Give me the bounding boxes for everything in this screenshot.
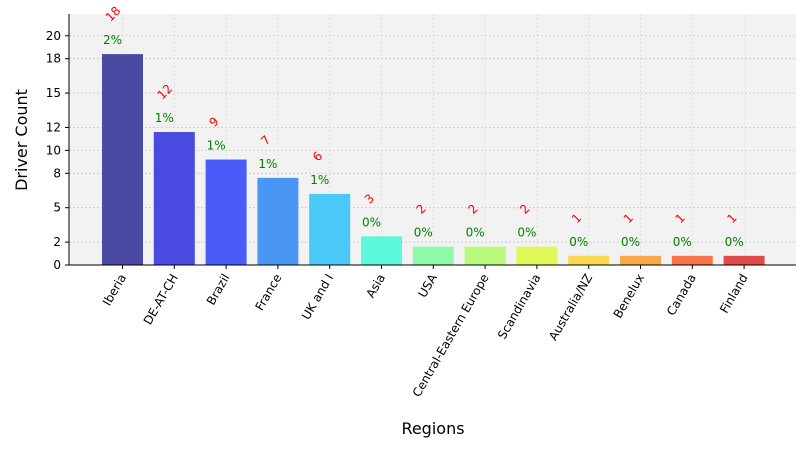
bar <box>102 54 143 266</box>
x-ticks: Iberia DE-AT-CH Brazil France UK and I Asia US… <box>100 265 751 399</box>
x-tick-label: Brazil <box>204 272 233 308</box>
percent-label: 0% <box>673 235 692 249</box>
percent-label: 0% <box>517 226 536 240</box>
x-tick-label: Australia/NZ <box>546 272 595 343</box>
x-tick-label: Scandinavia <box>495 272 544 342</box>
x-tick-label: Iberia <box>100 272 129 309</box>
bar <box>205 159 247 265</box>
y-tick-label: 0 <box>53 258 61 272</box>
y-tick-label: 10 <box>46 143 61 157</box>
bar <box>412 246 454 265</box>
bar-labels: 2%181%121%91%71%60%30%20%20%20%10%10%10%… <box>103 4 744 249</box>
percent-label: 1% <box>155 111 174 125</box>
percent-label: 2% <box>103 33 122 47</box>
bar <box>153 132 195 265</box>
x-tick-label: Asia <box>363 272 388 301</box>
y-tick-label: 15 <box>46 86 61 100</box>
x-tick-label: France <box>252 272 284 314</box>
y-tick-label: 18 <box>46 52 61 66</box>
percent-label: 1% <box>207 139 226 153</box>
percent-label: 0% <box>414 226 433 240</box>
x-tick-label: Canada <box>664 272 699 319</box>
bar <box>516 246 558 265</box>
y-tick-label: 5 <box>53 201 61 215</box>
percent-label: 0% <box>621 235 640 249</box>
x-axis-title: Regions <box>401 419 464 438</box>
bars <box>102 54 765 266</box>
y-ticks: 0 2 5 8 10 12 15 18 20 <box>46 29 69 272</box>
x-tick-label: USA <box>415 271 440 300</box>
y-axis-title: Driver Count <box>12 89 31 191</box>
bar <box>723 255 765 265</box>
percent-label: 0% <box>725 235 744 249</box>
bar <box>464 246 506 265</box>
bar <box>309 193 351 265</box>
bar <box>568 255 610 265</box>
bar <box>257 177 299 265</box>
x-tick-label: Benelux <box>611 272 647 321</box>
x-tick-label: DE-AT-CH <box>141 272 181 328</box>
bar <box>620 255 661 265</box>
x-tick-label: UK and I <box>299 272 336 323</box>
percent-label: 1% <box>258 157 277 171</box>
y-tick-label: 20 <box>46 29 61 43</box>
x-tick-label: Finland <box>717 272 751 316</box>
bar <box>361 236 402 265</box>
bar <box>671 255 713 265</box>
y-tick-label: 2 <box>53 235 61 249</box>
percent-label: 0% <box>569 235 588 249</box>
percent-label: 1% <box>310 173 329 187</box>
y-tick-label: 12 <box>46 120 61 134</box>
percent-label: 0% <box>466 226 485 240</box>
y-tick-label: 8 <box>53 166 61 180</box>
percent-label: 0% <box>362 215 381 229</box>
